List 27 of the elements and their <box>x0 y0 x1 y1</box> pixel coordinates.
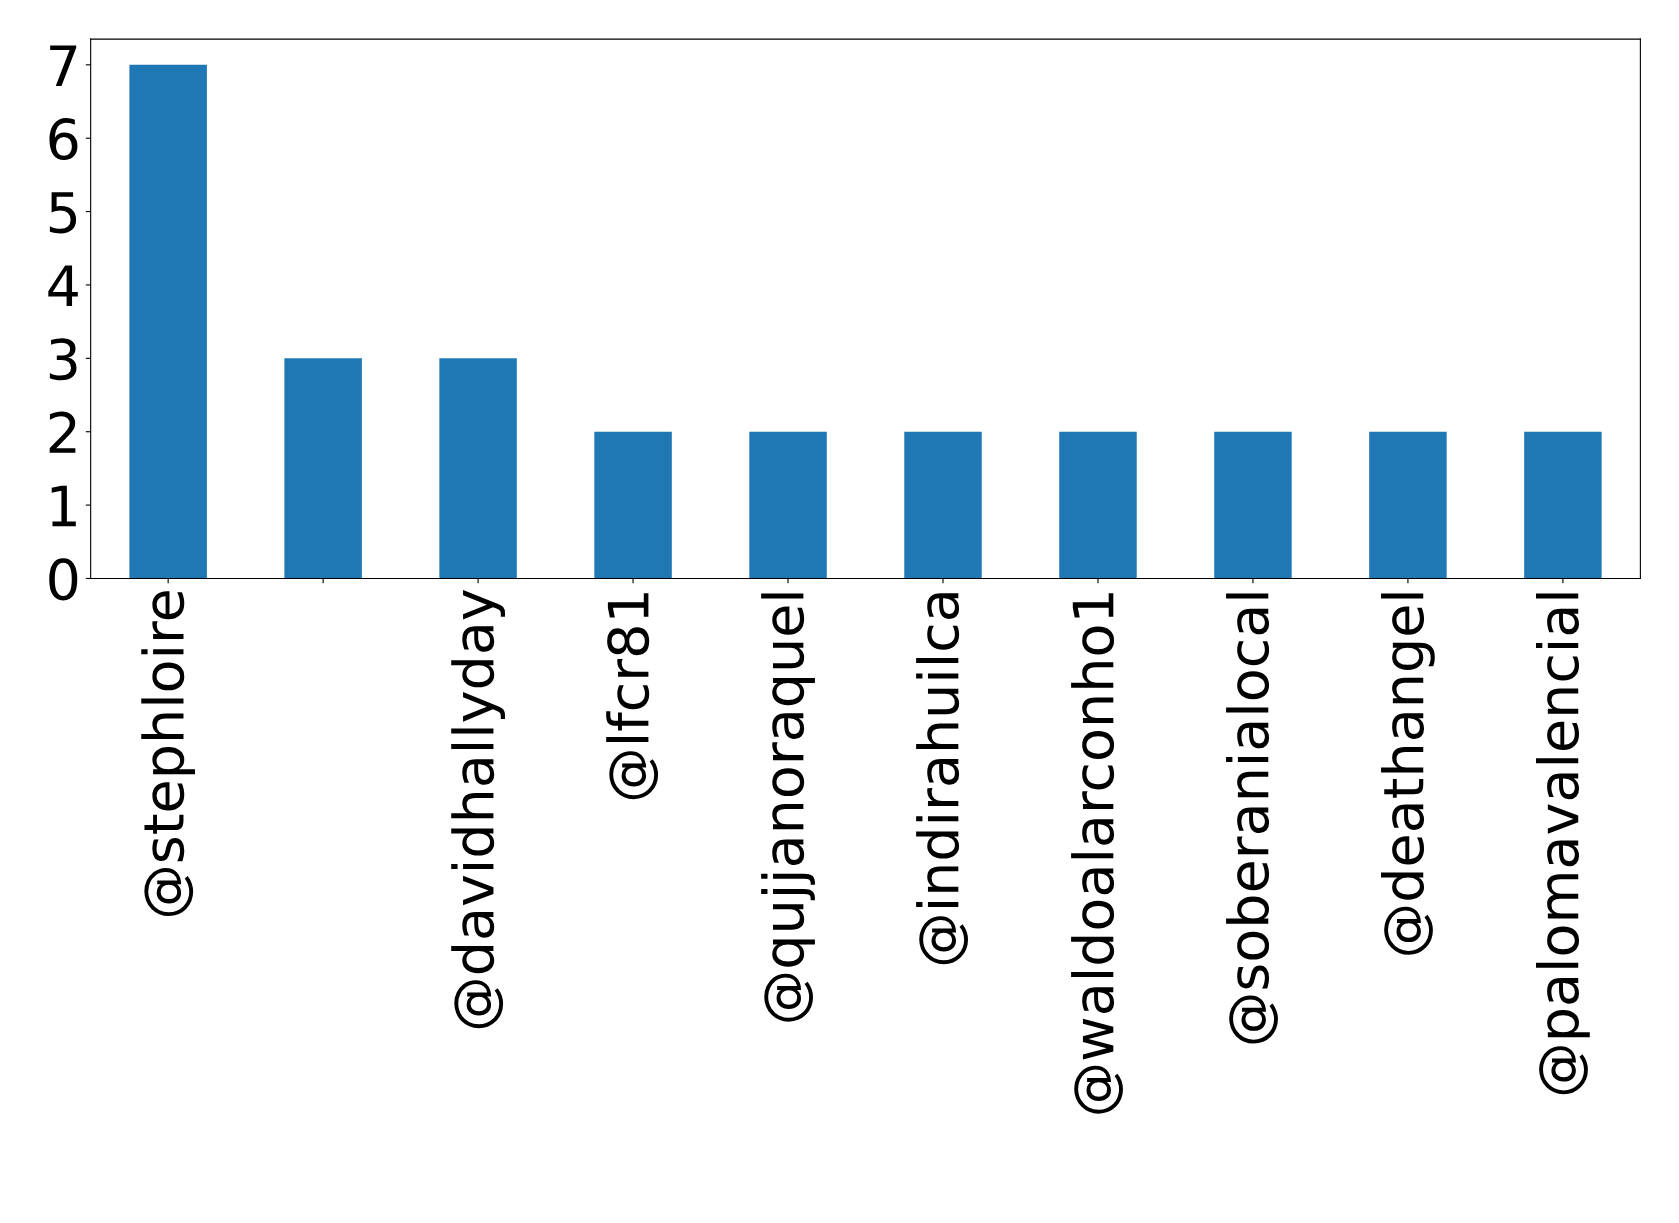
y-tick-label: 0 <box>49 558 78 601</box>
bar <box>904 431 982 579</box>
bar <box>129 64 207 579</box>
bar <box>1059 431 1137 579</box>
x-tick-label: @stephloire <box>141 591 196 917</box>
y-tick-label: 2 <box>49 411 76 453</box>
x-tick-label: @deathangel <box>1381 593 1435 955</box>
y-tick-label: 3 <box>49 338 77 381</box>
bar <box>1524 431 1602 579</box>
x-tick-label: @palomavalencial <box>1536 593 1590 1095</box>
bar <box>284 358 362 579</box>
bar <box>1214 431 1292 579</box>
x-tick-label: @qujjanoraquel <box>761 593 815 1022</box>
bar <box>439 358 517 579</box>
y-tick-label: 1 <box>51 485 76 527</box>
y-tick-label: 6 <box>49 118 78 161</box>
bar <box>1369 431 1447 579</box>
x-tick-label: @soberanialocal <box>1226 593 1278 1044</box>
y-tick-label: 7 <box>50 45 77 86</box>
x-tick-label: @waldoalarconho1 <box>1071 593 1123 1114</box>
bar <box>594 431 672 579</box>
x-tick-label: @davidhallyday <box>451 589 505 1029</box>
y-tick-label: 5 <box>49 192 77 234</box>
y-tick-label: 4 <box>48 265 78 307</box>
x-tick-label: @indirahuilca <box>916 593 968 965</box>
x-tick-label: @lfcr81 <box>606 593 659 800</box>
bar <box>749 431 827 579</box>
